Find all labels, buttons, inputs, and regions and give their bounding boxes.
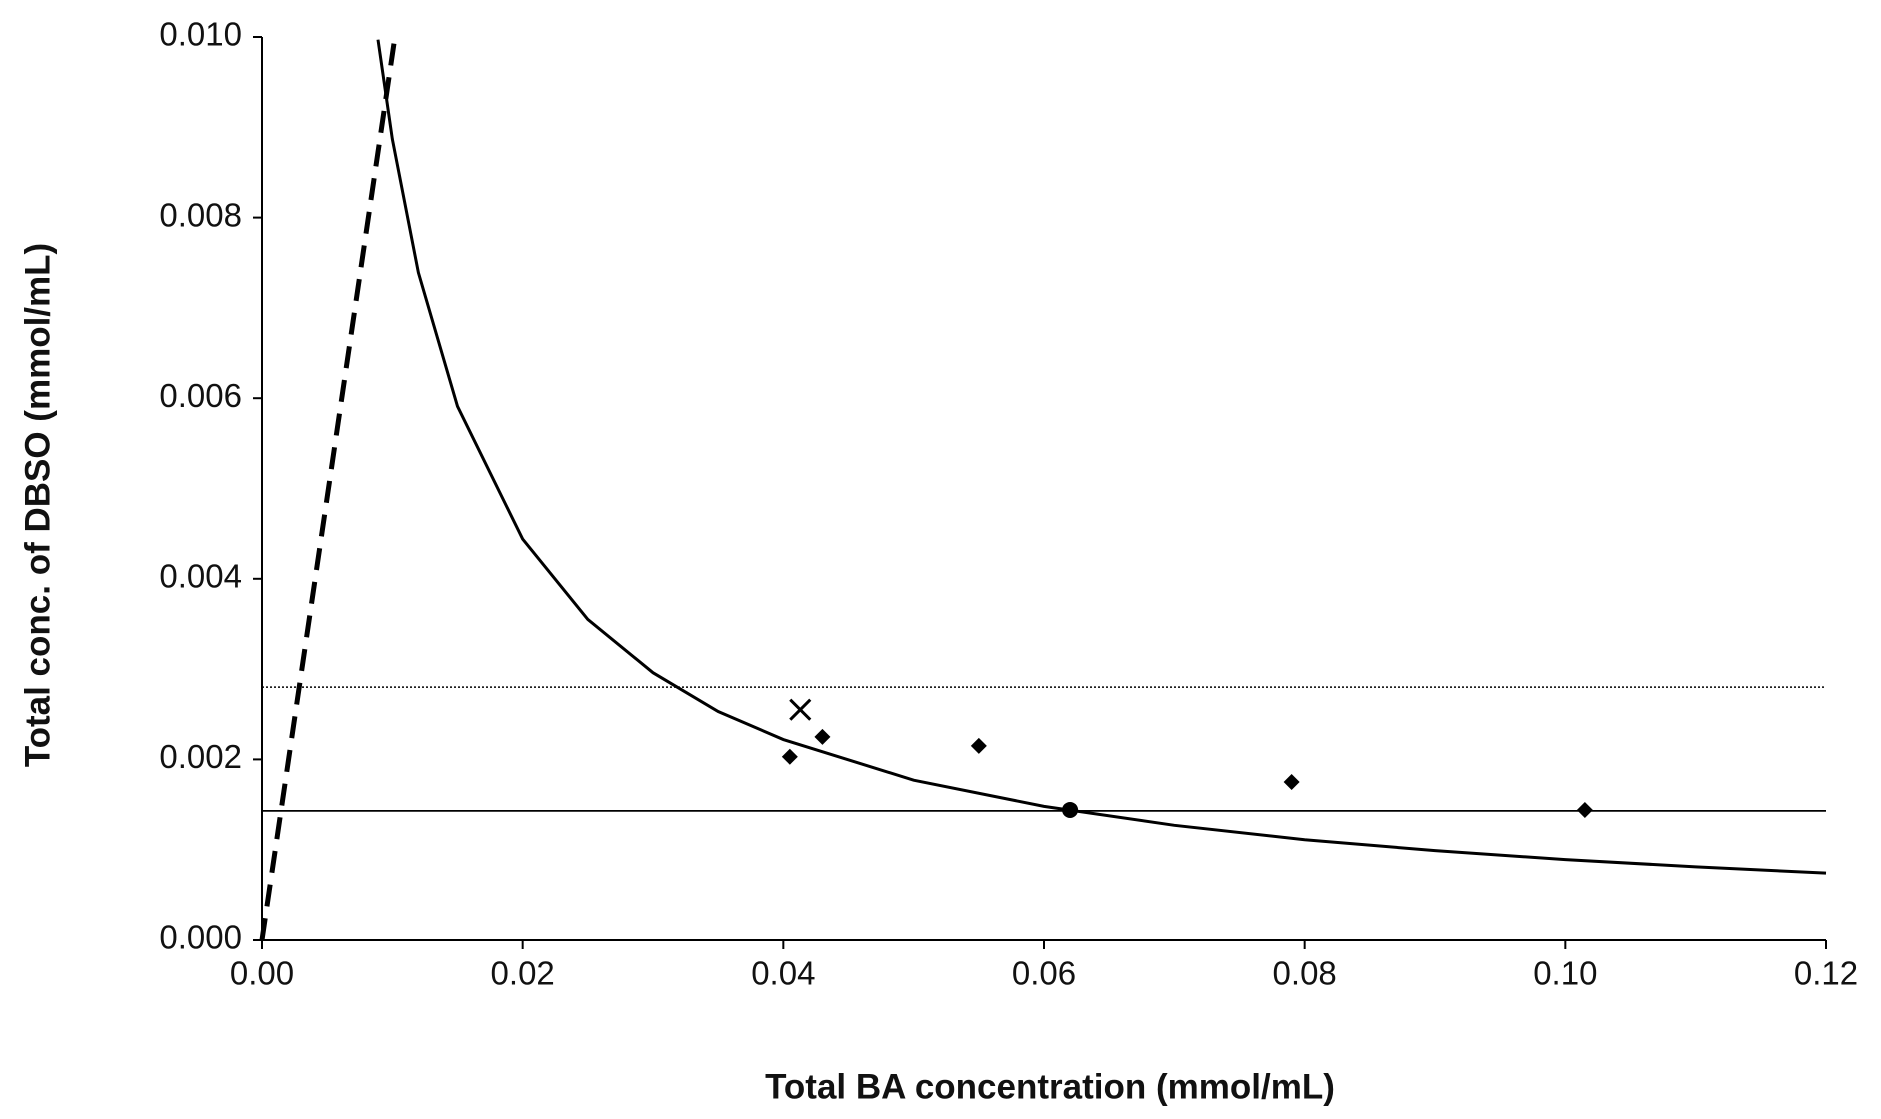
x-tick-label: 0.04: [751, 955, 815, 992]
y-tick-label: 0.004: [159, 558, 242, 595]
diamond-marker: [1283, 773, 1300, 790]
x-tick-label: 0.10: [1533, 955, 1597, 992]
x-tick-label: 0.06: [1012, 955, 1076, 992]
x-tick-label: 0.08: [1273, 955, 1337, 992]
y-tick-label: 0.002: [159, 738, 242, 775]
diamond-marker: [1576, 801, 1593, 818]
diamond-marker: [781, 748, 798, 765]
y-tick-label: 0.010: [159, 16, 242, 53]
line: [259, 36, 398, 941]
y-tick-label: 0.008: [159, 196, 242, 233]
diamond-marker: [814, 728, 831, 745]
x-tick-label: 0.12: [1794, 955, 1858, 992]
y-axis-title: Total conc. of DBSO (mmol/mL): [18, 243, 57, 767]
x-axis-title: Total BA concentration (mmol/mL): [765, 1067, 1335, 1106]
y-tick-label: 0.006: [159, 377, 242, 414]
diamond-marker: [970, 737, 987, 754]
cross-marker: [789, 698, 812, 721]
y-tick-label: 0.000: [159, 919, 242, 956]
circle-marker: [1062, 801, 1079, 818]
x-tick-label: 0.02: [491, 955, 555, 992]
x-tick-label: 0.00: [230, 955, 294, 992]
line: [376, 39, 1827, 875]
